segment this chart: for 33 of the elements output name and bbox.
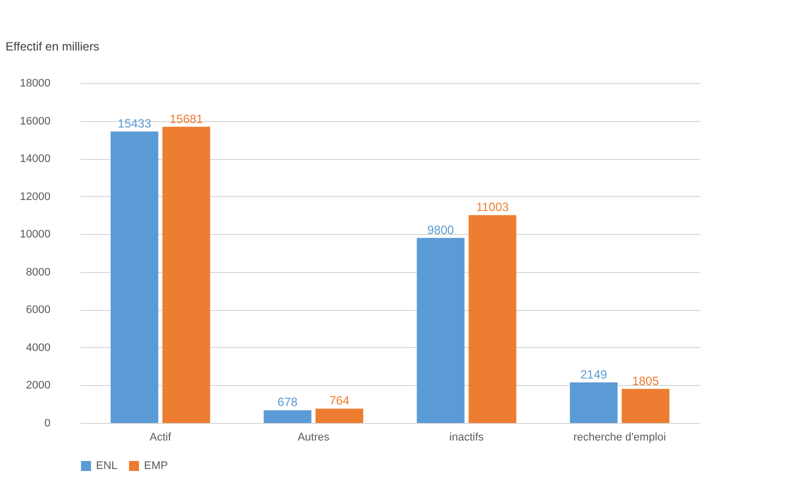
bar — [316, 408, 364, 423]
y-tick-label: 14000 — [20, 153, 50, 166]
y-tick-label: 12000 — [20, 190, 50, 203]
x-tick-label: inactifs — [449, 432, 484, 444]
y-tick-label: 2000 — [26, 380, 50, 392]
bar — [264, 410, 312, 423]
y-tick-label: 8000 — [26, 266, 50, 278]
bar — [416, 238, 464, 423]
data-label: 11003 — [476, 200, 510, 214]
y-tick-label: 0 — [44, 418, 50, 430]
data-label: 678 — [278, 395, 298, 410]
bar — [570, 382, 618, 423]
data-label: 2149 — [580, 367, 608, 382]
x-tick-label: Actif — [150, 432, 172, 444]
data-label: 1805 — [632, 374, 660, 388]
data-label: 15681 — [170, 112, 204, 126]
data-label: 764 — [329, 394, 350, 408]
y-tick-label: 18000 — [20, 78, 50, 90]
legend-label: EMP — [144, 460, 168, 472]
y-tick-label: 4000 — [26, 342, 50, 354]
y-tick-label: 16000 — [20, 115, 50, 128]
legend-label: ENL — [96, 460, 118, 472]
y-tick-label: 6000 — [26, 304, 50, 316]
data-label: 15433 — [118, 116, 152, 130]
data-label: 9800 — [427, 222, 454, 237]
y-axis-title: Effectif en milliers — [6, 40, 100, 54]
x-tick-label: recherche d'emploi — [573, 432, 666, 444]
bar — [110, 131, 158, 423]
y-tick-label: 10000 — [20, 228, 50, 241]
bar — [468, 215, 516, 423]
bar — [622, 388, 670, 423]
x-tick-label: Autres — [298, 432, 330, 444]
bar — [162, 126, 210, 423]
